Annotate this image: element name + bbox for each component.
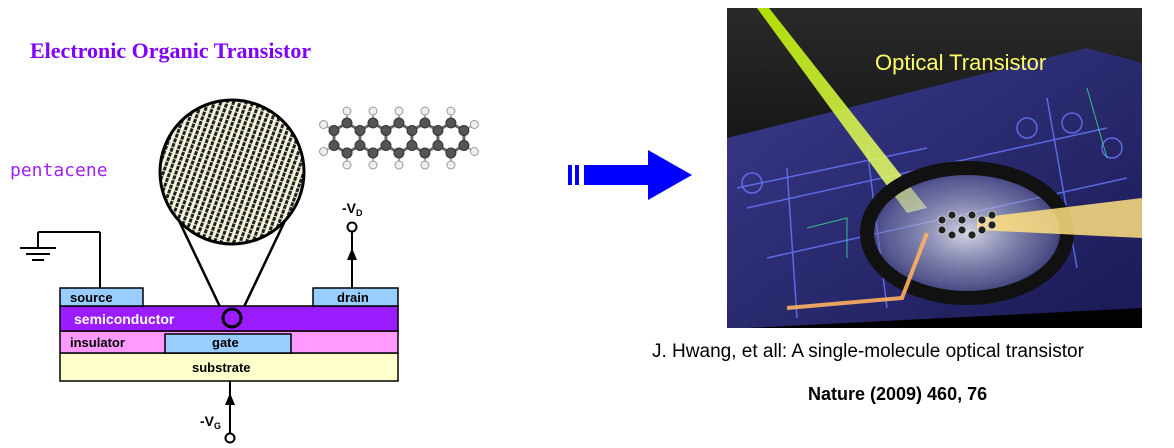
reference-citation: J. Hwang, et all: A single-molecule opti… <box>652 341 1084 362</box>
carbon-atom <box>328 140 340 151</box>
gate-electrode <box>164 333 292 354</box>
drain-label: drain <box>337 290 369 305</box>
carbon-atom <box>328 125 340 136</box>
substrate-layer <box>59 352 399 382</box>
gate-terminal: -VG <box>200 381 236 444</box>
hydrogen-atom <box>368 106 378 116</box>
carbon-atom <box>393 117 405 129</box>
carbon-atom <box>367 117 379 129</box>
hydrogen-atom <box>394 160 404 170</box>
vg-label: -VG <box>200 413 221 431</box>
hydrogen-atom <box>342 160 352 170</box>
semiconductor-label: semiconductor <box>74 311 175 327</box>
carbon-atom <box>380 140 392 151</box>
carbon-atom <box>458 125 470 136</box>
carbon-atom <box>432 140 444 151</box>
hydrogen-atom <box>368 160 378 170</box>
hydrogen-atom <box>342 106 352 116</box>
ground-icon <box>20 231 101 288</box>
reference-journal: Nature (2009) 460, 76 <box>808 384 988 404</box>
vd-label: -VD <box>342 200 363 218</box>
pentacene-label: pentacene <box>10 160 108 181</box>
carbon-atom <box>354 140 366 151</box>
source-electrode <box>59 287 144 307</box>
arrow-icon <box>568 150 692 200</box>
crystal-magnifier <box>158 98 306 312</box>
hydrogen-atom <box>420 106 430 116</box>
carbon-atom <box>445 147 457 159</box>
carbon-atom <box>419 147 431 159</box>
focus-ring <box>221 307 243 329</box>
carbon-atom <box>380 125 392 136</box>
source-label: source <box>70 290 113 305</box>
carbon-atom <box>458 140 470 151</box>
transistor-diagram: source drain semiconductor insulator gat… <box>20 98 399 444</box>
carbon-atom <box>354 125 366 136</box>
hydrogen-atom <box>469 147 479 156</box>
hydrogen-atom <box>469 120 479 129</box>
gate-label: gate <box>212 335 239 350</box>
carbon-atom <box>367 147 379 159</box>
hydrogen-atom <box>319 147 329 156</box>
carbon-atom <box>445 117 457 129</box>
insulator-label: insulator <box>70 335 125 350</box>
carbon-atom <box>406 140 418 151</box>
hydrogen-atom <box>446 160 456 170</box>
carbon-atom <box>341 117 353 129</box>
carbon-atom <box>419 117 431 129</box>
carbon-atom <box>432 125 444 136</box>
drain-electrode <box>312 287 399 307</box>
diagram-title: Electronic Organic Transistor <box>30 38 312 63</box>
carbon-atom <box>406 125 418 136</box>
hydrogen-atom <box>394 106 404 116</box>
hydrogen-atom <box>420 160 430 170</box>
hydrogen-atom <box>446 106 456 116</box>
carbon-atom <box>341 147 353 159</box>
hydrogen-atom <box>319 120 329 129</box>
drain-terminal: -VD <box>342 200 363 288</box>
optical-transistor-label: Optical Transistor <box>875 50 1046 75</box>
substrate-label: substrate <box>192 360 251 375</box>
carbon-atom <box>393 147 405 159</box>
optical-transistor-image: Optical Transistor <box>727 8 1142 328</box>
pentacene-molecule <box>319 106 479 170</box>
